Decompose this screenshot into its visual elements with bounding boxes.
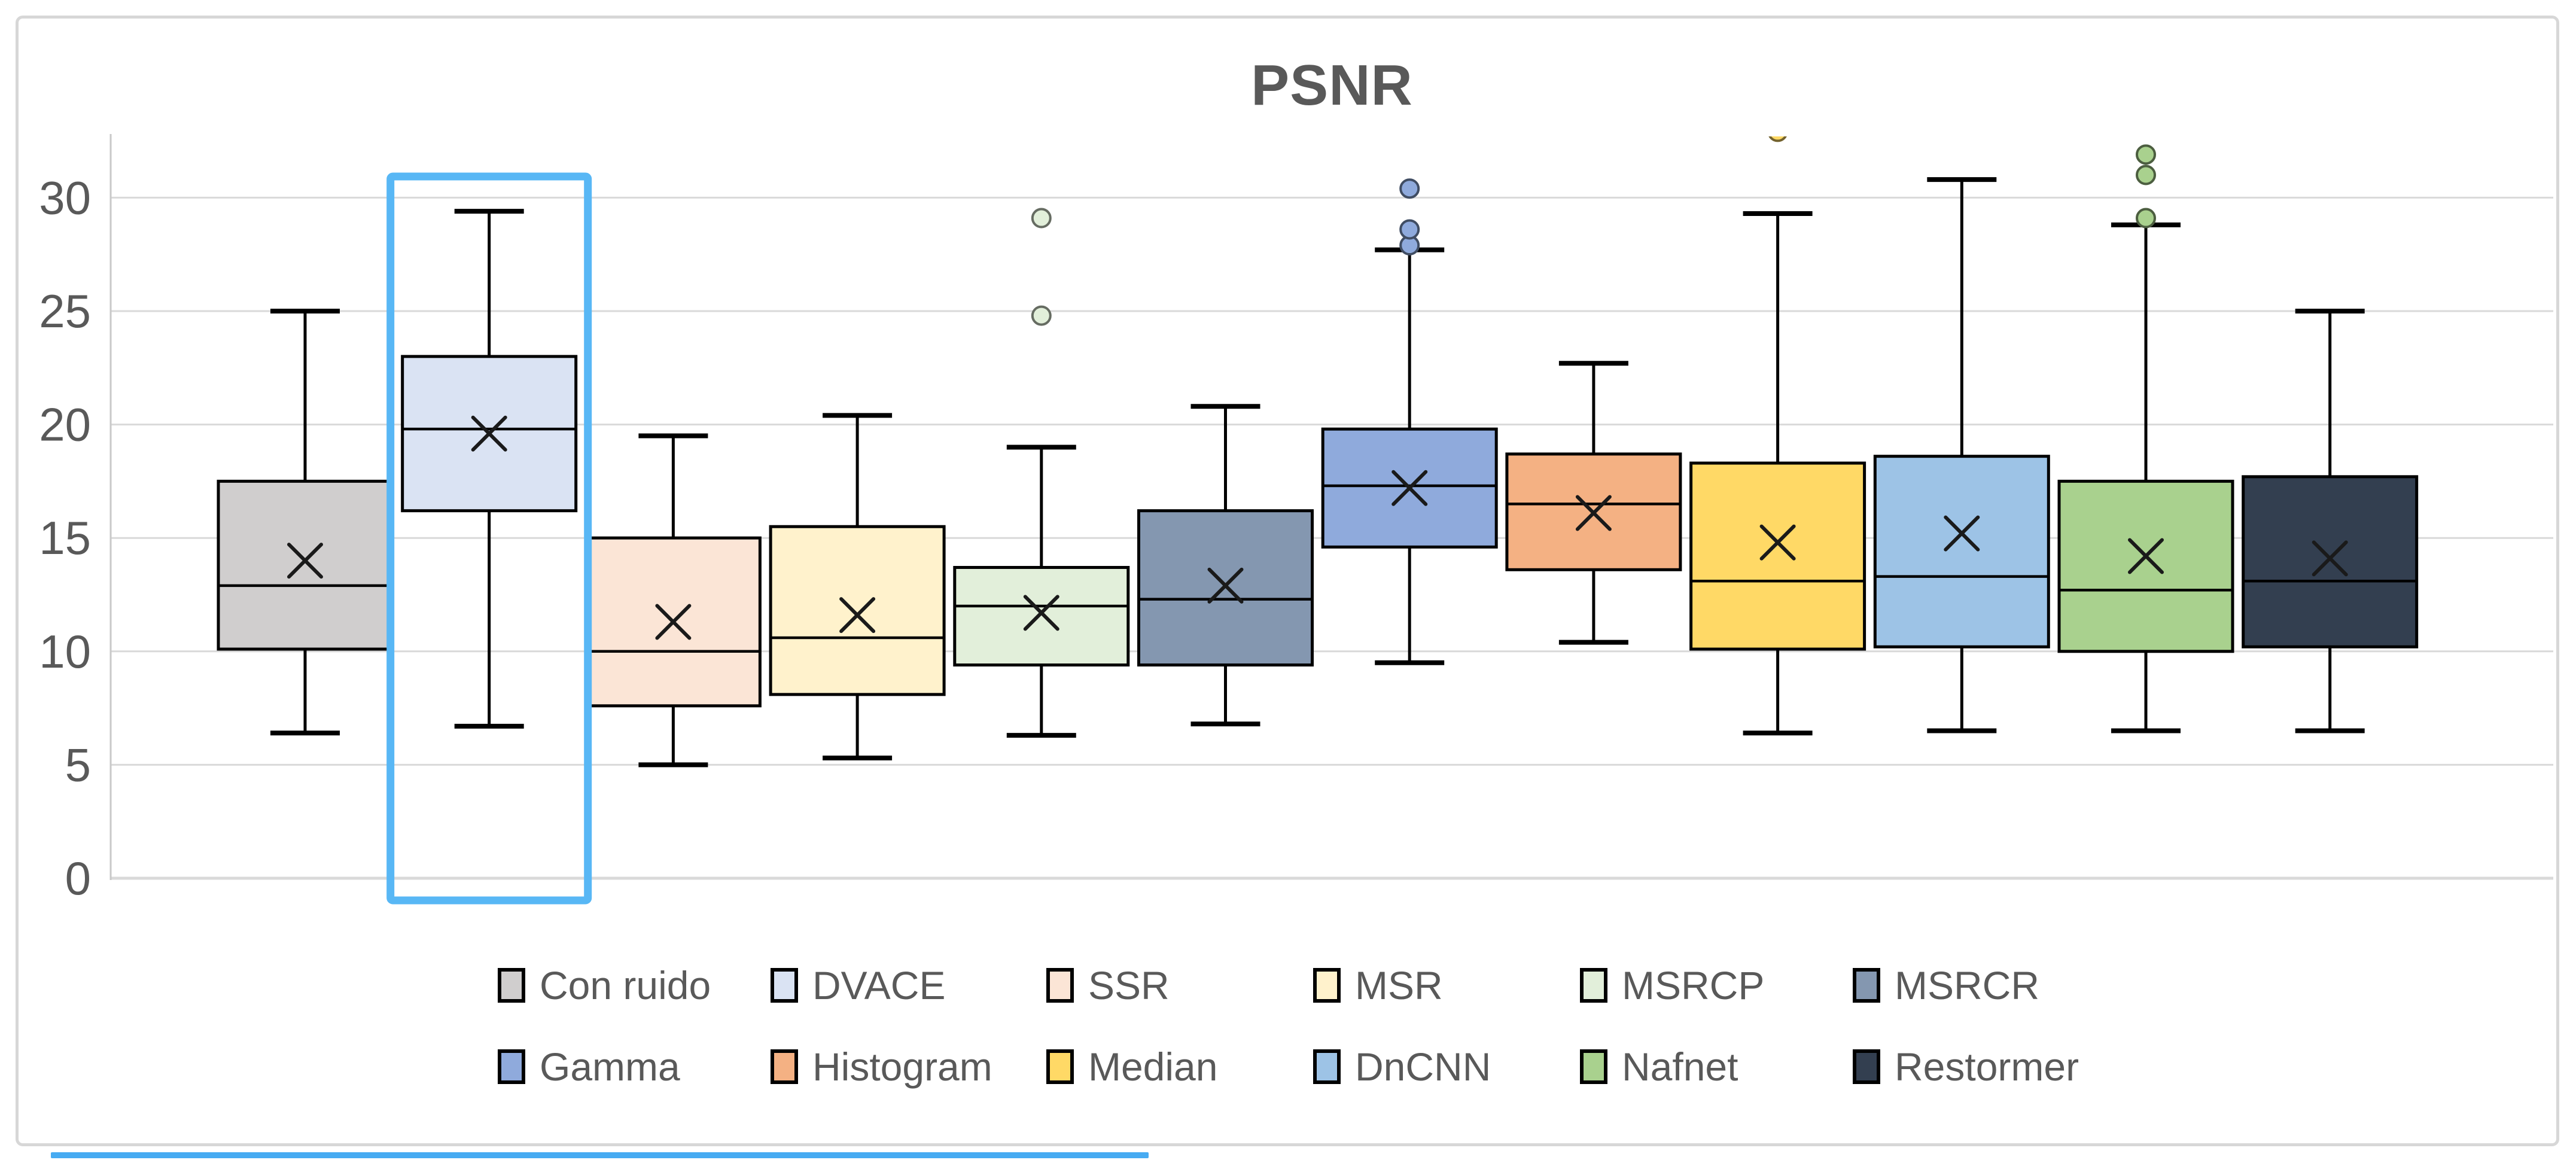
- bottom-accent-line: [51, 1152, 1149, 1158]
- highlight-rectangle: [386, 172, 592, 905]
- outlier-point: [2136, 144, 2156, 165]
- box-series-ssr: [584, 433, 762, 768]
- outlier-point: [1031, 208, 1052, 229]
- box-series-msr: [769, 413, 946, 761]
- mean-marker: [2128, 538, 2164, 574]
- iqr-box: [217, 479, 394, 651]
- mean-marker: [471, 415, 507, 452]
- iqr-box: [1689, 461, 1866, 651]
- outlier-point: [1399, 178, 1420, 199]
- mean-marker: [2312, 540, 2348, 577]
- mean-marker: [839, 597, 876, 634]
- box-series-median: [1689, 136, 1866, 736]
- mean-marker: [287, 543, 323, 579]
- mean-marker: [1759, 524, 1796, 561]
- outlier-point: [1399, 219, 1420, 240]
- iqr-box: [2057, 479, 2234, 653]
- mean-marker: [655, 604, 692, 640]
- iqr-box: [769, 525, 946, 696]
- box-series-dvace: [401, 209, 578, 729]
- outlier-point: [1031, 305, 1052, 326]
- y-axis-tick-label: 20: [39, 398, 91, 451]
- y-axis-tick-label: 15: [39, 512, 91, 564]
- iqr-box: [953, 565, 1130, 667]
- y-axis-tick-label: 10: [39, 625, 91, 678]
- box-series-nafnet: [2057, 144, 2234, 733]
- y-axis-tick-label: 25: [39, 285, 91, 337]
- mean-marker: [1391, 470, 1428, 506]
- mean-marker: [1023, 595, 1059, 631]
- y-axis-tick-label: 0: [65, 852, 91, 905]
- iqr-box: [2242, 475, 2419, 649]
- iqr-box: [401, 355, 578, 513]
- y-axis-tick-label: 30: [39, 171, 91, 224]
- chart-title: PSNR: [1251, 53, 1413, 117]
- box-series-msrcp: [953, 208, 1130, 738]
- box-series-restormer: [2242, 309, 2419, 733]
- outlier-point: [2136, 165, 2156, 185]
- box-series-histogram: [1505, 361, 1682, 645]
- plot-series-group: [217, 136, 2419, 768]
- mean-marker: [1944, 515, 1980, 552]
- box-series-msrcr: [1137, 404, 1314, 727]
- box-series-dncnn: [1873, 177, 2050, 733]
- outlier-point: [2136, 208, 2156, 229]
- box-series-con-ruido: [217, 309, 394, 736]
- iqr-box: [1873, 455, 2050, 649]
- outlier-point: [1768, 136, 1787, 142]
- y-axis-tick-label: 5: [65, 738, 91, 791]
- box-series-gamma: [1321, 178, 1498, 665]
- mean-marker: [1575, 495, 1612, 531]
- mean-marker: [1207, 567, 1244, 604]
